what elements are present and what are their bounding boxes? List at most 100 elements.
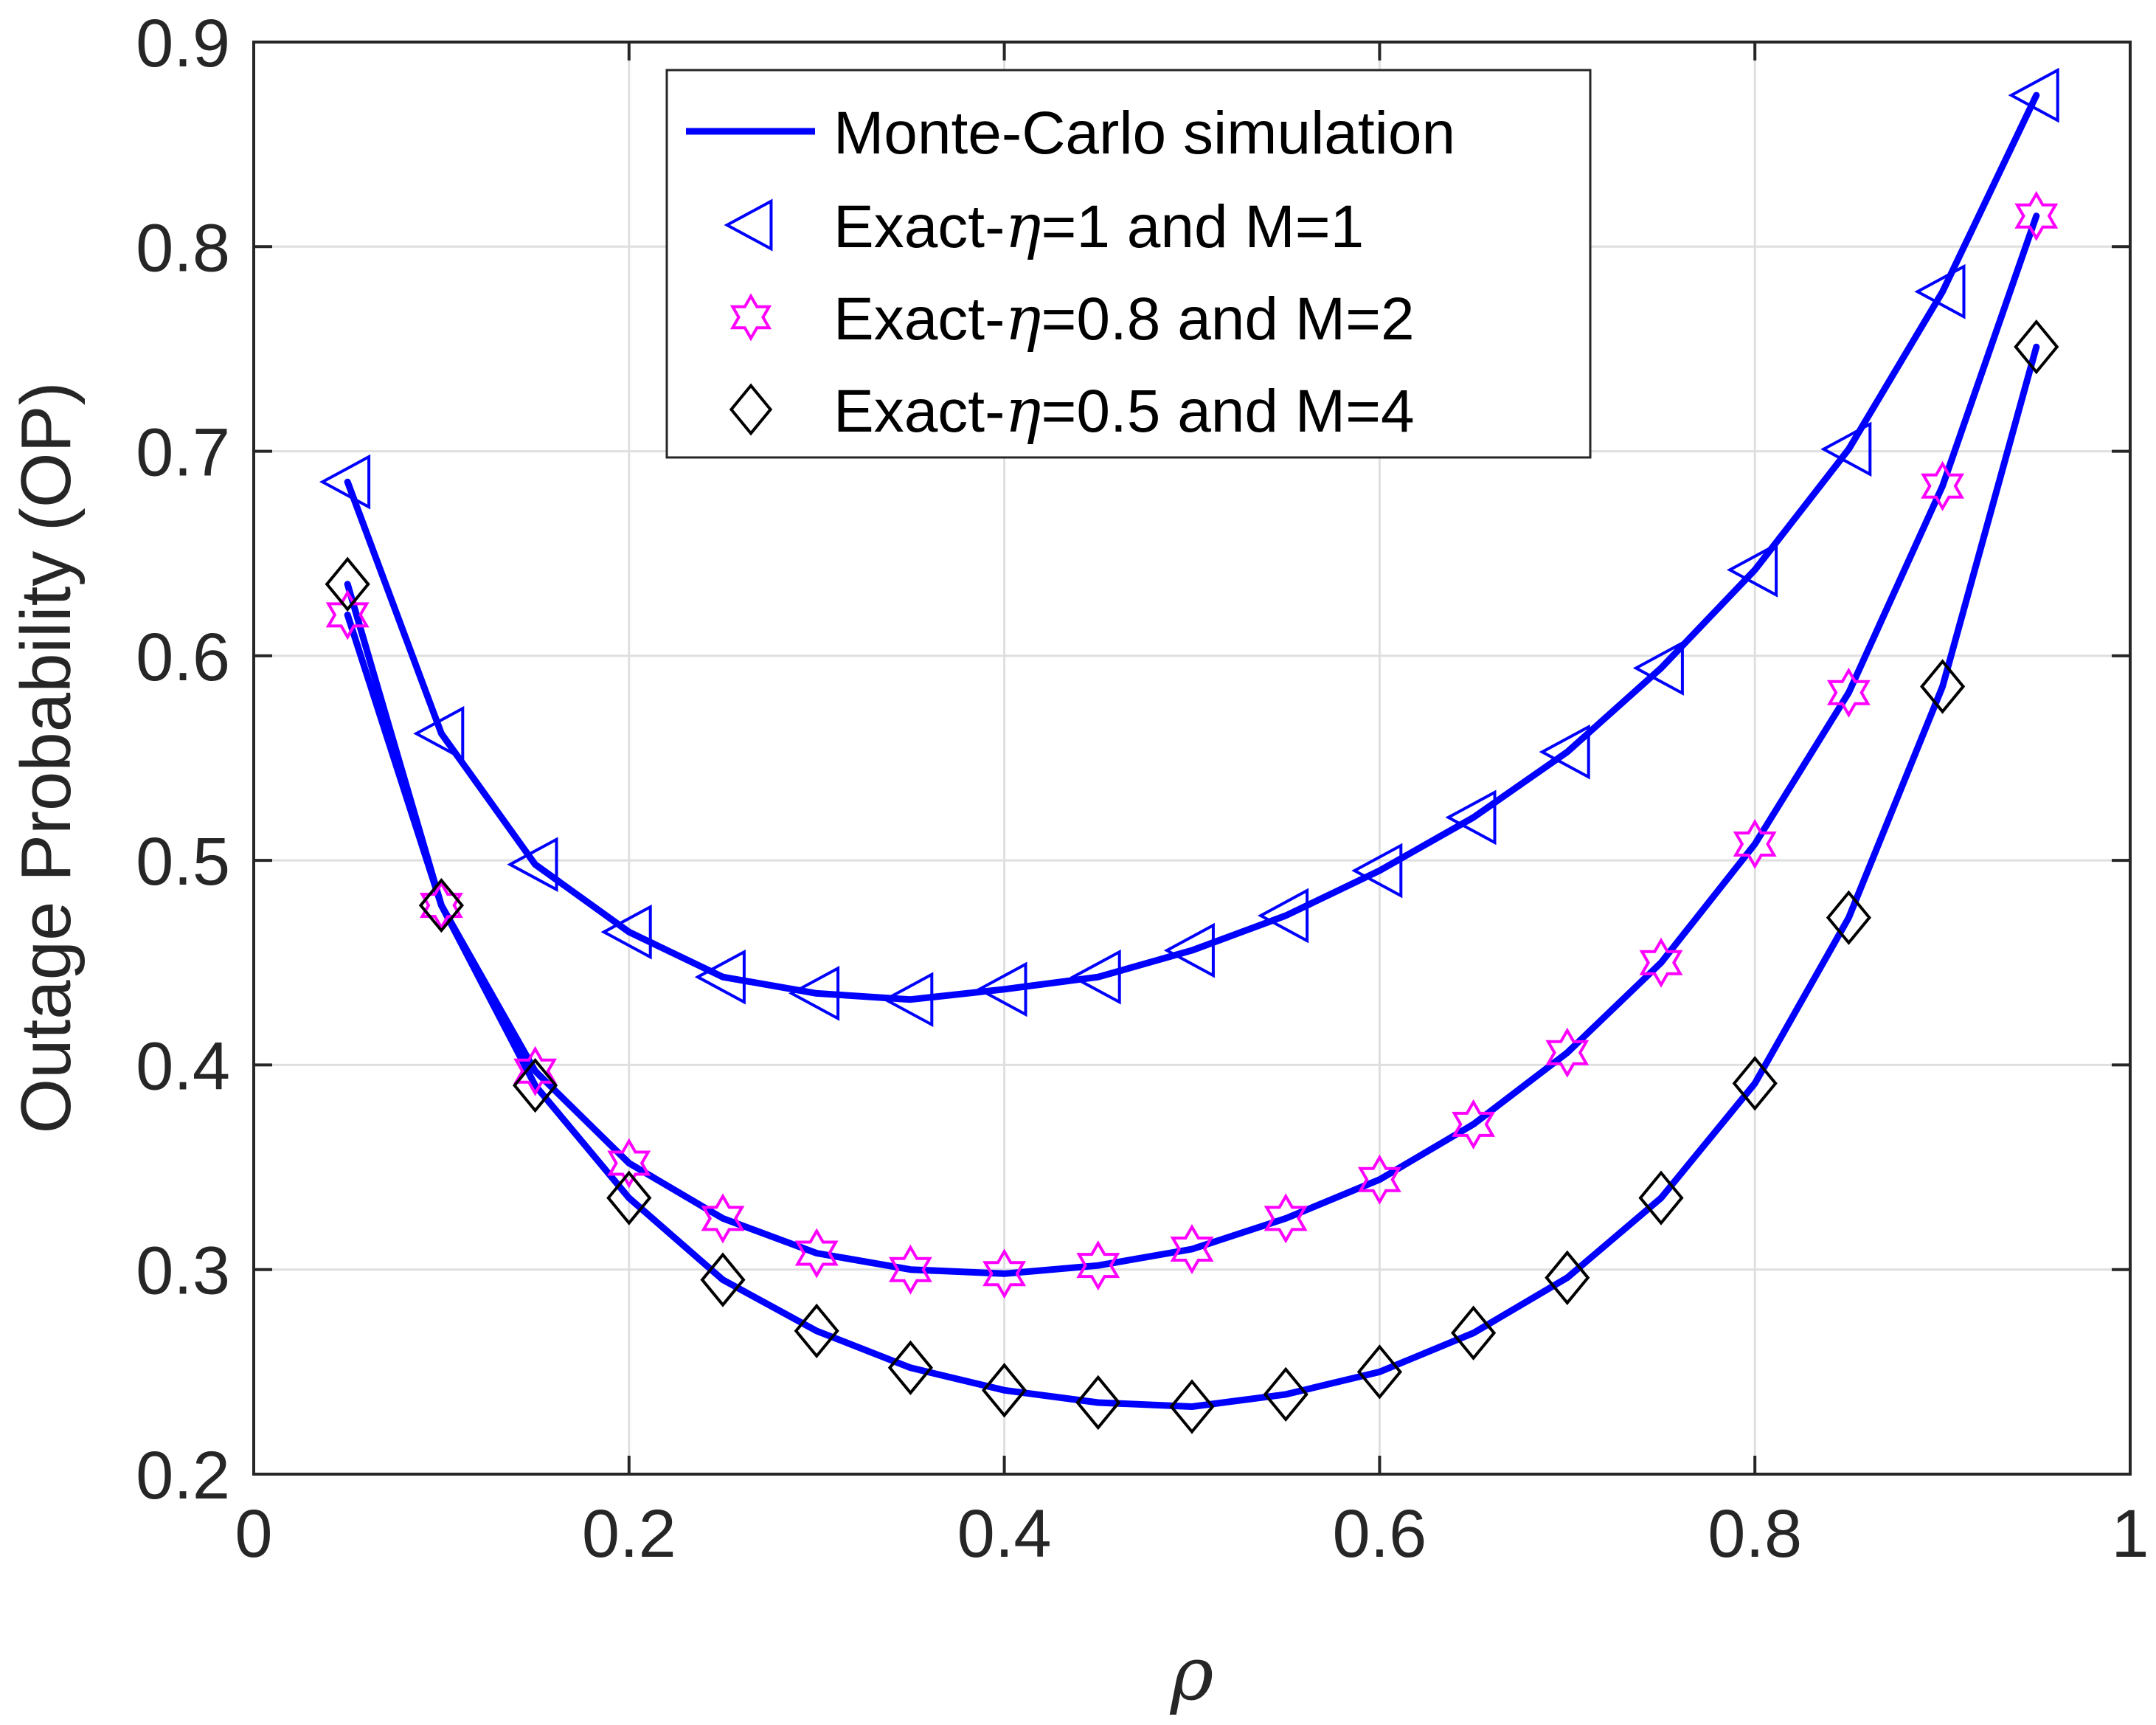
series-1-marker bbox=[319, 454, 371, 510]
series-2-marker bbox=[1921, 460, 1965, 511]
series-2-marker bbox=[1170, 1223, 1214, 1274]
series-2-marker bbox=[419, 880, 463, 931]
series-2-marker bbox=[888, 1244, 932, 1295]
legend-box bbox=[665, 69, 1592, 459]
x-tick-label: 0.4 bbox=[957, 1496, 1052, 1572]
legend-marker-diamond bbox=[729, 383, 773, 436]
legend-label-symbol: η bbox=[1005, 192, 1041, 262]
series-3-marker bbox=[1732, 1056, 1778, 1111]
series-2-marker bbox=[1639, 937, 1683, 988]
series-1-marker bbox=[1163, 922, 1215, 978]
series-3-marker bbox=[1451, 1305, 1497, 1361]
x-axis-label: ρ bbox=[1170, 1631, 1214, 1717]
series-1-marker bbox=[788, 966, 840, 1021]
y-tick-label: 0.5 bbox=[136, 824, 230, 899]
series-1-marker bbox=[1632, 640, 1684, 696]
series-1-marker bbox=[1726, 542, 1778, 598]
series-2-marker bbox=[794, 1228, 839, 1279]
series-1-marker bbox=[1257, 888, 1309, 944]
series-2-marker bbox=[1545, 1027, 1590, 1078]
series-markers bbox=[319, 67, 2059, 1434]
series-3-marker bbox=[325, 556, 370, 612]
series-3-marker bbox=[1638, 1170, 1684, 1226]
series-1-marker bbox=[694, 949, 746, 1005]
series-2-marker bbox=[701, 1193, 745, 1244]
y-tick-label: 0.8 bbox=[136, 210, 230, 286]
series-3-marker bbox=[794, 1303, 839, 1359]
y-tick-label: 0.3 bbox=[136, 1234, 230, 1309]
legend-label-prefix: Monte-Carlo simulation bbox=[833, 100, 1455, 167]
series-3-marker bbox=[1356, 1344, 1402, 1400]
series-1-marker bbox=[1070, 949, 1121, 1005]
axis-ticks bbox=[252, 41, 2132, 1476]
series-line-3 bbox=[344, 343, 2040, 1410]
series-2-marker bbox=[325, 590, 370, 640]
series-1-marker bbox=[1351, 843, 1403, 899]
series-2-marker bbox=[1452, 1099, 1496, 1150]
series-1-marker bbox=[2008, 67, 2059, 123]
series-3-marker bbox=[418, 877, 464, 933]
series-2-marker bbox=[1357, 1154, 1401, 1205]
series-1-marker bbox=[413, 705, 465, 761]
series-3-marker bbox=[700, 1252, 746, 1307]
legend-marker-triangle-left bbox=[724, 198, 773, 252]
y-tick-label: 0.9 bbox=[136, 6, 230, 81]
legend-label-symbol: η bbox=[1005, 284, 1041, 354]
legend-label-prefix: Exact- bbox=[833, 286, 1005, 353]
series-1-marker bbox=[1914, 263, 1966, 319]
legend-label-prefix: Exact- bbox=[833, 378, 1005, 445]
series-3-marker bbox=[606, 1170, 652, 1226]
series-1-marker bbox=[1820, 421, 1872, 477]
series-2-marker bbox=[1264, 1193, 1308, 1244]
series-lines bbox=[344, 91, 2040, 1410]
y-tick-label: 0.7 bbox=[136, 415, 230, 491]
series-2-marker bbox=[2014, 190, 2059, 241]
legend-label: Monte-Carlo simulation bbox=[833, 100, 1455, 167]
series-2-marker bbox=[1826, 667, 1871, 718]
y-axis-label: Outage Probability (OP) bbox=[7, 381, 86, 1133]
series-1-marker bbox=[1445, 789, 1497, 846]
series-3-marker bbox=[1920, 659, 1966, 714]
x-tick-label: 0.6 bbox=[1332, 1496, 1427, 1572]
plot-frame bbox=[252, 41, 2132, 1476]
series-1-marker bbox=[507, 837, 558, 893]
legend-label-suffix: =1 and M=1 bbox=[1041, 193, 1365, 260]
legend-label-symbol: η bbox=[1005, 376, 1041, 446]
series-3-marker bbox=[1263, 1366, 1308, 1422]
x-tick-label: 0.8 bbox=[1708, 1496, 1802, 1572]
legend-label: Exact-η=0.8 and M=2 bbox=[833, 284, 1415, 354]
x-tick-label: 0.2 bbox=[582, 1496, 676, 1572]
legend-label-prefix: Exact- bbox=[833, 193, 1005, 260]
x-tick-label: 0 bbox=[235, 1496, 272, 1572]
legend-label-suffix: =0.8 and M=2 bbox=[1041, 286, 1415, 353]
legend-label-suffix: =0.5 and M=4 bbox=[1041, 378, 1415, 445]
series-2-marker bbox=[1076, 1240, 1120, 1291]
series-1-marker bbox=[1539, 724, 1590, 780]
series-3-marker bbox=[1826, 890, 1871, 945]
series-2-marker bbox=[1733, 818, 1777, 869]
y-tick-label: 0.2 bbox=[136, 1438, 230, 1513]
legend-label: Exact-η=0.5 and M=4 bbox=[833, 376, 1415, 446]
series-3-marker bbox=[887, 1340, 933, 1395]
legend-label: Exact-η=1 and M=1 bbox=[833, 192, 1364, 262]
grid bbox=[254, 42, 2130, 1474]
series-1-marker bbox=[976, 961, 1027, 1017]
series-3-marker bbox=[982, 1363, 1027, 1418]
y-tick-label: 0.4 bbox=[136, 1029, 230, 1104]
series-3-marker bbox=[1169, 1379, 1215, 1434]
series-3-marker bbox=[1075, 1375, 1121, 1431]
x-tick-label: 1 bbox=[2111, 1496, 2149, 1572]
series-2-marker bbox=[513, 1045, 558, 1096]
series-line-1 bbox=[344, 91, 2040, 1003]
series-2-marker bbox=[607, 1138, 651, 1189]
legend-marker-hexagram bbox=[729, 293, 772, 342]
series-1-marker bbox=[882, 972, 934, 1028]
series-3-marker bbox=[1545, 1250, 1590, 1305]
series-1-marker bbox=[600, 904, 652, 960]
tick-labels: 0 0.2 0.4 0.6 0.8 10.20.30.40.50.60.70.80.9 bbox=[136, 6, 2149, 1572]
y-tick-label: 0.6 bbox=[136, 620, 230, 695]
series-2-marker bbox=[982, 1248, 1027, 1299]
